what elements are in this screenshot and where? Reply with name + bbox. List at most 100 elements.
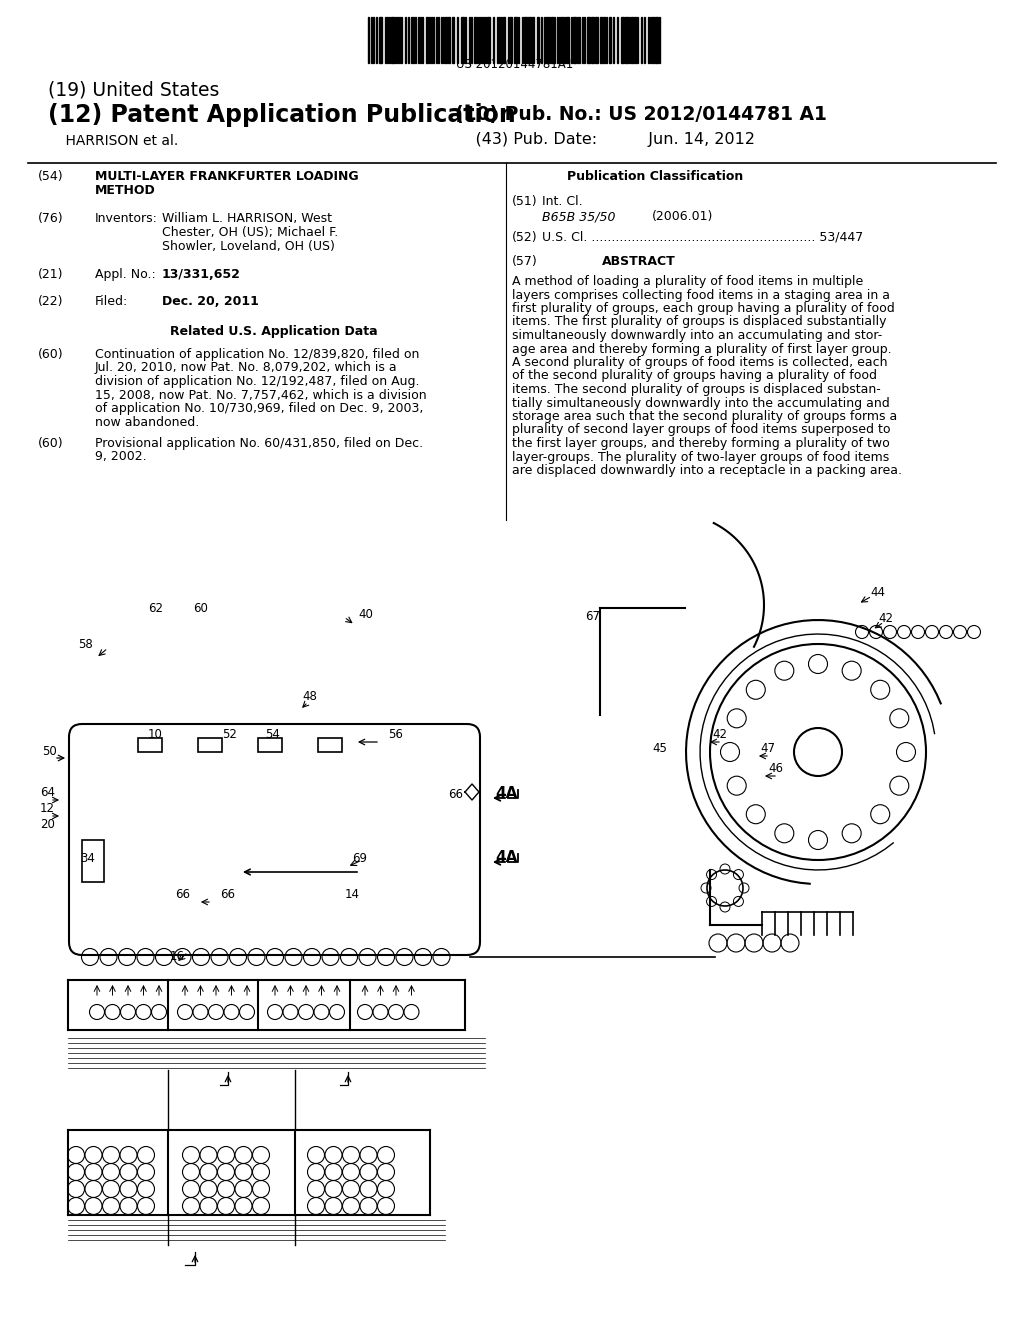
Text: 14: 14 — [345, 888, 360, 902]
Text: Jul. 20, 2010, now Pat. No. 8,079,202, which is a: Jul. 20, 2010, now Pat. No. 8,079,202, w… — [95, 362, 397, 375]
Bar — [138, 738, 162, 752]
Bar — [537, 17, 539, 63]
Bar — [487, 17, 490, 63]
Bar — [609, 17, 611, 63]
Text: layers comprises collecting food items in a staging area in a: layers comprises collecting food items i… — [512, 289, 890, 301]
Text: Provisional application No. 60/431,850, filed on Dec.: Provisional application No. 60/431,850, … — [95, 437, 423, 450]
Text: Related U.S. Application Data: Related U.S. Application Data — [170, 325, 378, 338]
Bar — [528, 17, 531, 63]
Text: (10) Pub. No.: US 2012/0144781 A1: (10) Pub. No.: US 2012/0144781 A1 — [455, 106, 826, 124]
Bar — [655, 17, 658, 63]
Text: Appl. No.:: Appl. No.: — [95, 268, 156, 281]
Text: MULTI-LAYER FRANKFURTER LOADING: MULTI-LAYER FRANKFURTER LOADING — [95, 170, 358, 183]
Bar — [591, 17, 594, 63]
Text: of the second plurality of groups having a plurality of food: of the second plurality of groups having… — [512, 370, 877, 383]
Text: (76): (76) — [38, 213, 63, 224]
Text: tially simultaneously downwardly into the accumulating and: tially simultaneously downwardly into th… — [512, 396, 890, 409]
Text: 20: 20 — [40, 818, 55, 832]
Bar — [318, 738, 342, 752]
Text: 9, 2002.: 9, 2002. — [95, 450, 146, 463]
Text: (12) Patent Application Publication: (12) Patent Application Publication — [48, 103, 516, 127]
Text: 12: 12 — [40, 803, 55, 814]
Bar — [625, 17, 628, 63]
Text: 42: 42 — [712, 729, 727, 741]
Bar — [587, 17, 590, 63]
Text: 45: 45 — [652, 742, 667, 755]
Text: 67: 67 — [585, 610, 600, 623]
Text: Showler, Loveland, OH (US): Showler, Loveland, OH (US) — [162, 240, 335, 253]
Text: 40: 40 — [358, 609, 373, 620]
Bar — [546, 17, 548, 63]
Text: (51): (51) — [512, 195, 538, 209]
Text: 69: 69 — [352, 851, 367, 865]
Bar — [379, 17, 382, 63]
Text: simultaneously downwardly into an accumulating and stor-: simultaneously downwardly into an accumu… — [512, 329, 883, 342]
Text: 4A: 4A — [495, 850, 517, 865]
Bar — [532, 17, 534, 63]
Text: B65B 35/50: B65B 35/50 — [542, 210, 615, 223]
Text: (60): (60) — [38, 437, 63, 450]
Text: layer-groups. The plurality of two-layer groups of food items: layer-groups. The plurality of two-layer… — [512, 450, 889, 463]
Text: William L. HARRISON, West: William L. HARRISON, West — [162, 213, 332, 224]
Text: are displaced downwardly into a receptacle in a packing area.: are displaced downwardly into a receptac… — [512, 465, 902, 477]
Bar — [561, 17, 563, 63]
Bar — [652, 17, 654, 63]
Bar — [452, 17, 454, 63]
Text: now abandoned.: now abandoned. — [95, 416, 200, 429]
Text: first plurality of groups, each group having a plurality of food: first plurality of groups, each group ha… — [512, 302, 895, 315]
Bar — [595, 17, 598, 63]
Text: HARRISON et al.: HARRISON et al. — [48, 135, 178, 148]
Text: 42: 42 — [878, 612, 893, 624]
Bar — [510, 17, 512, 63]
Text: 66: 66 — [220, 888, 234, 902]
Text: division of application No. 12/192,487, filed on Aug.: division of application No. 12/192,487, … — [95, 375, 420, 388]
Text: Filed:: Filed: — [95, 294, 128, 308]
Text: Continuation of application No. 12/839,820, filed on: Continuation of application No. 12/839,8… — [95, 348, 420, 360]
Text: 58: 58 — [78, 638, 93, 651]
Text: ABSTRACT: ABSTRACT — [602, 255, 676, 268]
Bar — [603, 17, 605, 63]
Bar — [551, 17, 553, 63]
Bar — [573, 17, 575, 63]
Text: Dec. 20, 2011: Dec. 20, 2011 — [162, 294, 259, 308]
Bar — [503, 17, 505, 63]
Text: 50: 50 — [42, 744, 56, 758]
Bar — [634, 17, 636, 63]
Bar — [474, 17, 476, 63]
Bar — [445, 17, 447, 63]
Text: 15, 2008, now Pat. No. 7,757,462, which is a division: 15, 2008, now Pat. No. 7,757,462, which … — [95, 388, 427, 401]
Text: items. The first plurality of groups is displaced substantially: items. The first plurality of groups is … — [512, 315, 887, 329]
Bar — [198, 738, 222, 752]
Text: plurality of second layer groups of food items superposed to: plurality of second layer groups of food… — [512, 424, 891, 437]
Text: 52: 52 — [222, 729, 237, 741]
Bar — [391, 17, 394, 63]
Text: 56: 56 — [388, 729, 402, 741]
Text: 47: 47 — [760, 742, 775, 755]
Text: 46: 46 — [768, 762, 783, 775]
Text: Inventors:: Inventors: — [95, 213, 158, 224]
Bar — [449, 17, 450, 63]
Bar — [566, 17, 569, 63]
Bar — [600, 17, 602, 63]
Text: 48: 48 — [302, 690, 316, 704]
Text: (21): (21) — [38, 268, 63, 281]
Bar — [258, 738, 282, 752]
Text: 4A: 4A — [495, 785, 517, 801]
Text: 13/331,652: 13/331,652 — [162, 268, 241, 281]
Text: A method of loading a plurality of food items in multiple: A method of loading a plurality of food … — [512, 275, 863, 288]
Text: the first layer groups, and thereby forming a plurality of two: the first layer groups, and thereby form… — [512, 437, 890, 450]
Text: (60): (60) — [38, 348, 63, 360]
Text: METHOD: METHOD — [95, 183, 156, 197]
Text: A second plurality of groups of food items is collected, each: A second plurality of groups of food ite… — [512, 356, 888, 370]
Bar — [524, 17, 527, 63]
Text: (52): (52) — [512, 231, 538, 244]
Text: 54: 54 — [265, 729, 280, 741]
Text: 34: 34 — [80, 851, 95, 865]
Bar — [461, 17, 464, 63]
Text: Publication Classification: Publication Classification — [567, 170, 743, 183]
Text: (19) United States: (19) United States — [48, 81, 219, 99]
Text: (2006.01): (2006.01) — [652, 210, 714, 223]
Text: U.S. Cl. ........................................................ 53/447: U.S. Cl. ...............................… — [542, 231, 863, 244]
Text: 16: 16 — [170, 950, 185, 964]
Bar — [631, 17, 633, 63]
